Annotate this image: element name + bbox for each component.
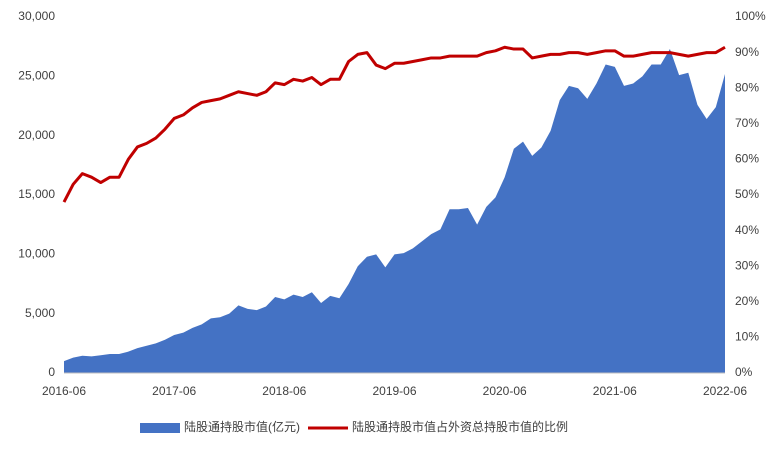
y2-tick-label: 60% (735, 152, 759, 166)
y-tick-label: 10,000 (18, 247, 55, 261)
y2-tick-label: 10% (735, 330, 759, 344)
legend-label: 陆股通持股市值(亿元) (184, 419, 300, 434)
y2-tick-label: 0% (735, 365, 753, 379)
x-tick-label: 2021-06 (593, 384, 637, 398)
area (64, 49, 725, 373)
y2-tick-label: 70% (735, 116, 759, 130)
y2-tick-label: 40% (735, 223, 759, 237)
x-tick-label: 2019-06 (372, 384, 416, 398)
y2-tick-label: 50% (735, 187, 759, 201)
legend-label: 陆股通持股市值占外资总持股市值的比例 (352, 419, 568, 434)
y-tick-label: 0 (48, 365, 55, 379)
x-tick-label: 2017-06 (152, 384, 196, 398)
legend-swatch (140, 423, 180, 433)
y2-tick-label: 80% (735, 80, 759, 94)
y2-tick-label: 90% (735, 45, 759, 59)
y2-tick-label: 100% (735, 9, 766, 23)
x-tick-label: 2016-06 (42, 384, 86, 398)
y2-tick-label: 20% (735, 294, 759, 308)
x-tick-label: 2022-06 (703, 384, 747, 398)
y-tick-label: 5,000 (25, 306, 55, 320)
y-tick-label: 15,000 (18, 187, 55, 201)
line (62, 45, 726, 203)
y2-tick-label: 30% (735, 258, 759, 272)
y-tick-label: 25,000 (18, 69, 55, 83)
y-tick-label: 20,000 (18, 128, 55, 142)
x-tick-label: 2018-06 (262, 384, 306, 398)
x-tick-label: 2020-06 (483, 384, 527, 398)
y-tick-label: 30,000 (18, 9, 55, 23)
